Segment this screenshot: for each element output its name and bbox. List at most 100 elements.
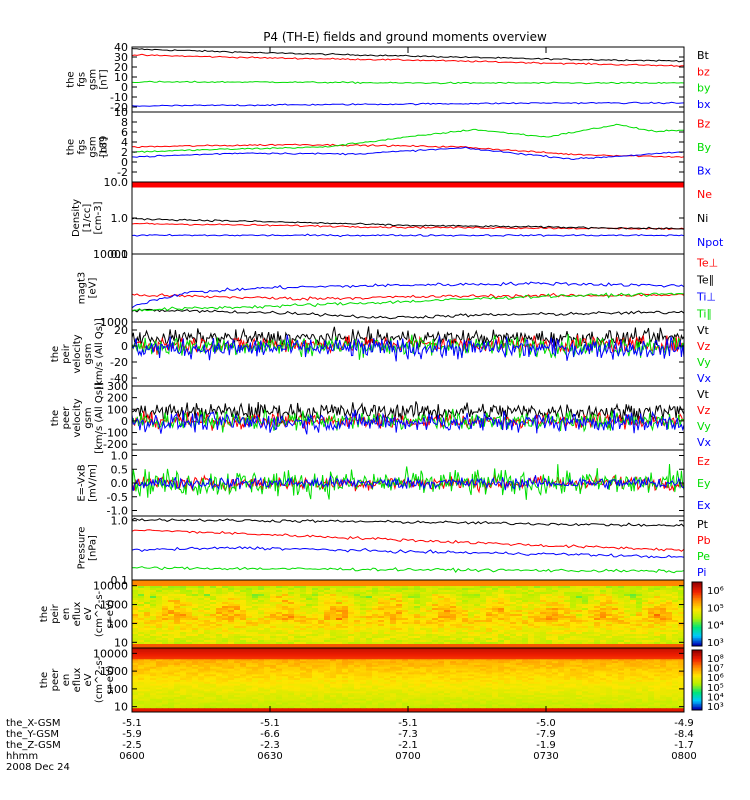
heatmap-cell <box>228 584 235 587</box>
heatmap-cell <box>354 670 361 674</box>
heatmap-cell <box>606 649 613 653</box>
heatmap-cell <box>318 584 325 587</box>
heatmap-cell <box>666 644 673 647</box>
heatmap-cell <box>642 676 649 679</box>
heatmap-cell <box>582 640 589 643</box>
heatmap-cell <box>312 653 319 657</box>
heatmap-cell <box>564 646 571 648</box>
heatmap-cell <box>156 626 163 629</box>
heatmap-cell <box>540 622 547 625</box>
heatmap-cell <box>426 676 433 679</box>
heatmap-cell <box>222 634 229 637</box>
heatmap-cell <box>234 620 241 623</box>
heatmap-cell <box>462 651 469 655</box>
legend-label-ni: Ni <box>697 212 708 225</box>
heatmap-cell <box>660 649 667 653</box>
heatmap-cell <box>546 592 553 595</box>
heatmap-cell <box>144 676 151 679</box>
heatmap-cell <box>402 596 409 599</box>
heatmap-cell <box>396 600 403 603</box>
heatmap-cell <box>354 586 361 589</box>
heatmap-cell <box>648 580 655 583</box>
heatmap-cell <box>630 622 637 625</box>
heatmap-cell <box>144 670 151 674</box>
heatmap-cell <box>474 586 481 589</box>
heatmap-cell <box>234 678 241 681</box>
heatmap-cell <box>150 653 157 657</box>
heatmap-cell <box>474 634 481 637</box>
heatmap-cell <box>636 612 643 615</box>
heatmap-cell <box>396 661 403 664</box>
heatmap-cell <box>420 618 427 621</box>
heatmap-cell <box>588 622 595 625</box>
heatmap-cell <box>300 636 307 639</box>
heatmap-cell <box>162 622 169 625</box>
heatmap-cell <box>324 586 331 589</box>
heatmap-cell <box>612 618 619 621</box>
heatmap-cell <box>360 636 367 639</box>
heatmap-cell <box>444 586 451 589</box>
heatmap-cell <box>468 636 475 639</box>
heatmap-cell <box>144 634 151 637</box>
heatmap-cell <box>216 663 223 666</box>
heatmap-cell <box>246 668 253 672</box>
heatmap-cell <box>180 582 187 585</box>
heatmap-cell <box>222 632 229 635</box>
heatmap-cell <box>678 582 684 585</box>
heatmap-cell <box>144 616 151 619</box>
heatmap-cell <box>408 651 415 655</box>
heatmap-cell <box>258 638 265 641</box>
heatmap-cell <box>342 661 349 664</box>
heatmap-cell <box>216 622 223 625</box>
heatmap-cell <box>624 632 631 635</box>
heatmap-cell <box>240 582 247 585</box>
heatmap-cell <box>216 668 223 672</box>
heatmap-cell <box>468 640 475 643</box>
heatmap-cell <box>528 588 535 591</box>
heatmap-cell <box>246 664 253 668</box>
heatmap-cell <box>600 663 607 666</box>
heatmap-cell <box>678 610 684 613</box>
heatmap-cell <box>366 640 373 643</box>
heatmap-cell <box>234 661 241 664</box>
heatmap-cell <box>324 634 331 637</box>
heatmap-cell <box>192 678 199 681</box>
heatmap-cell <box>588 610 595 613</box>
heatmap-cell <box>258 600 265 603</box>
heatmap-cell <box>252 632 259 635</box>
heatmap-cell <box>330 598 337 601</box>
heatmap-cell <box>558 614 565 617</box>
heatmap-cell <box>528 638 535 641</box>
heatmap-cell <box>462 608 469 611</box>
heatmap-cell <box>360 659 367 662</box>
heatmap-cell <box>522 626 529 629</box>
heatmap-cell <box>456 600 463 603</box>
heatmap-cell <box>348 602 355 605</box>
heatmap-cell <box>300 618 307 621</box>
heatmap-cell <box>246 657 253 660</box>
heatmap-cell <box>540 646 547 648</box>
heatmap-cell <box>462 646 469 648</box>
heatmap-cell <box>360 655 367 659</box>
heatmap-cell <box>444 663 451 666</box>
heatmap-cell <box>456 659 463 662</box>
heatmap-cell <box>228 672 235 675</box>
heatmap-cell <box>150 672 157 675</box>
heatmap-cell <box>162 602 169 605</box>
heatmap-cell <box>582 634 589 637</box>
heatmap-cell <box>204 672 211 675</box>
heatmap-cell <box>462 636 469 639</box>
heatmap-cell <box>252 670 259 674</box>
heatmap-cell <box>546 642 553 645</box>
heatmap-cell <box>294 626 301 629</box>
heatmap-cell <box>138 610 145 613</box>
heatmap-cell <box>456 634 463 637</box>
heatmap-cell <box>336 640 343 643</box>
heatmap-cell <box>660 612 667 615</box>
heatmap-cell <box>396 624 403 627</box>
heatmap-cell <box>504 592 511 595</box>
heatmap-cell <box>402 678 409 681</box>
heatmap-cell <box>564 594 571 597</box>
heatmap-cell <box>624 606 631 609</box>
heatmap-cell <box>318 636 325 639</box>
